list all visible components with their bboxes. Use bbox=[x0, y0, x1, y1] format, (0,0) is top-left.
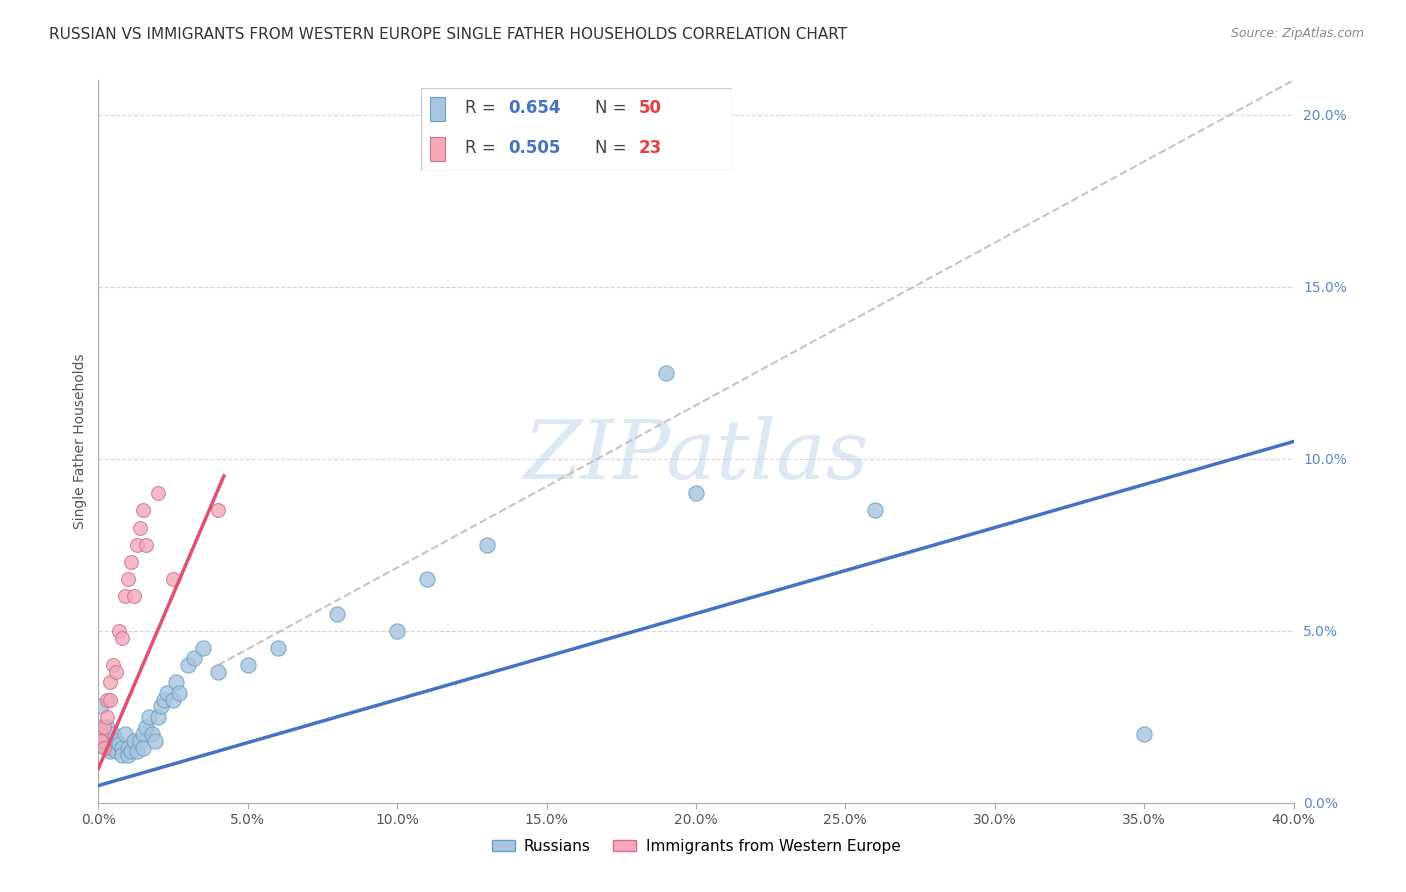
Point bbox=[416, 572, 439, 586]
Point bbox=[135, 720, 157, 734]
Point bbox=[127, 538, 149, 552]
Point bbox=[96, 720, 118, 734]
Point bbox=[685, 486, 707, 500]
Point bbox=[129, 520, 152, 534]
Point bbox=[117, 572, 139, 586]
Point bbox=[156, 686, 179, 700]
Point bbox=[177, 658, 200, 673]
Point bbox=[108, 737, 131, 751]
Point bbox=[90, 720, 112, 734]
Point bbox=[165, 675, 187, 690]
Point bbox=[267, 640, 290, 655]
Point bbox=[148, 486, 170, 500]
Text: ZIPatlas: ZIPatlas bbox=[523, 416, 869, 496]
Point bbox=[96, 710, 118, 724]
Point bbox=[207, 665, 229, 679]
Point bbox=[103, 740, 125, 755]
Point bbox=[90, 734, 112, 748]
Point bbox=[162, 692, 184, 706]
Point bbox=[153, 692, 176, 706]
Point bbox=[96, 692, 118, 706]
Point bbox=[124, 590, 146, 604]
Point bbox=[93, 727, 115, 741]
Legend: Russians, Immigrants from Western Europe: Russians, Immigrants from Western Europe bbox=[485, 833, 907, 860]
Text: Source: ZipAtlas.com: Source: ZipAtlas.com bbox=[1230, 27, 1364, 40]
Point bbox=[135, 538, 157, 552]
Point bbox=[90, 727, 112, 741]
Point bbox=[93, 734, 115, 748]
Point bbox=[117, 740, 139, 755]
Point bbox=[103, 658, 125, 673]
Point bbox=[132, 740, 155, 755]
Point bbox=[108, 624, 131, 638]
Point bbox=[124, 734, 146, 748]
Point bbox=[148, 710, 170, 724]
Point bbox=[98, 727, 122, 741]
Point bbox=[93, 740, 115, 755]
Point bbox=[114, 590, 136, 604]
Point bbox=[111, 747, 134, 762]
Point bbox=[183, 651, 205, 665]
Point bbox=[162, 572, 184, 586]
Point bbox=[105, 734, 128, 748]
Point bbox=[141, 727, 163, 741]
Point bbox=[120, 744, 142, 758]
Point bbox=[191, 640, 214, 655]
Y-axis label: Single Father Households: Single Father Households bbox=[73, 354, 87, 529]
Point bbox=[236, 658, 259, 673]
Point bbox=[105, 744, 128, 758]
Point bbox=[90, 699, 112, 714]
Point bbox=[117, 747, 139, 762]
Point bbox=[132, 503, 155, 517]
Point bbox=[111, 631, 134, 645]
Point bbox=[143, 734, 166, 748]
Point bbox=[132, 727, 155, 741]
Point bbox=[207, 503, 229, 517]
Point bbox=[103, 727, 125, 741]
Point bbox=[150, 699, 173, 714]
Point bbox=[385, 624, 409, 638]
Point bbox=[114, 727, 136, 741]
Point bbox=[96, 740, 118, 755]
Point bbox=[98, 744, 122, 758]
Point bbox=[111, 740, 134, 755]
Text: RUSSIAN VS IMMIGRANTS FROM WESTERN EUROPE SINGLE FATHER HOUSEHOLDS CORRELATION C: RUSSIAN VS IMMIGRANTS FROM WESTERN EUROP… bbox=[49, 27, 848, 42]
Point bbox=[105, 665, 128, 679]
Point bbox=[120, 555, 142, 569]
Point bbox=[96, 734, 118, 748]
Point bbox=[167, 686, 190, 700]
Point bbox=[326, 607, 349, 621]
Point bbox=[138, 710, 160, 724]
Point bbox=[475, 538, 498, 552]
Point bbox=[1133, 727, 1156, 741]
Point bbox=[127, 744, 149, 758]
Point bbox=[98, 692, 122, 706]
Point bbox=[129, 734, 152, 748]
Point bbox=[98, 675, 122, 690]
Point bbox=[655, 366, 678, 380]
Point bbox=[865, 503, 887, 517]
Point bbox=[93, 720, 115, 734]
